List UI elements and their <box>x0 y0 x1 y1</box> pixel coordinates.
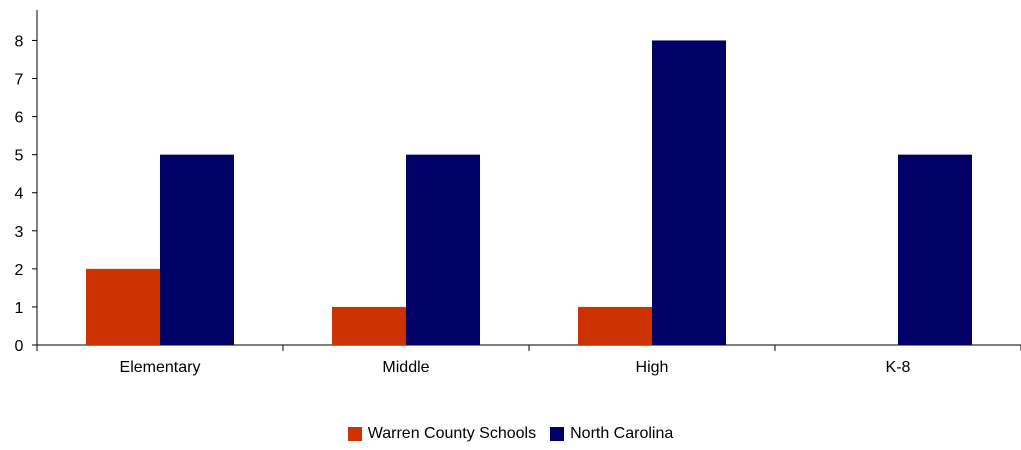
x-tick-label: High <box>636 359 669 376</box>
y-tick-label: 8 <box>15 33 24 50</box>
legend: Warren County Schools North Carolina <box>0 425 1021 443</box>
legend-item-nc: North Carolina <box>550 425 673 443</box>
y-axis-ticks: 0 1 2 3 4 5 6 7 8 <box>15 33 37 355</box>
bar-nc-elementary <box>160 154 234 345</box>
bar-warren-middle <box>332 306 406 345</box>
legend-label-nc: North Carolina <box>570 425 674 442</box>
legend-item-warren: Warren County Schools <box>347 425 537 443</box>
y-tick-label: 0 <box>15 338 24 355</box>
legend-label-warren: Warren County Schools <box>367 425 537 442</box>
x-tick-label: Middle <box>382 359 429 376</box>
bar-warren-high <box>578 306 652 345</box>
y-tick-label: 3 <box>15 224 24 241</box>
y-tick-label: 6 <box>15 110 24 127</box>
y-tick-label: 5 <box>15 148 24 165</box>
x-tick-label: Elementary <box>120 359 201 376</box>
bar-chart: 0 1 2 3 4 5 6 7 8 Elementary Middle High K-8 <box>15 10 1021 376</box>
bars <box>86 40 972 346</box>
y-tick-label: 4 <box>15 186 24 203</box>
legend-swatch-warren <box>347 427 362 441</box>
bar-warren-elementary <box>86 268 160 345</box>
y-tick-label: 1 <box>15 300 24 317</box>
bar-nc-middle <box>406 154 480 345</box>
x-tick-label: K-8 <box>886 359 911 376</box>
legend-swatch-nc <box>550 427 565 441</box>
x-axis-ticks: Elementary Middle High K-8 <box>36 345 1021 376</box>
bar-nc-high <box>652 40 726 346</box>
y-tick-label: 7 <box>15 72 24 89</box>
y-tick-label: 2 <box>15 262 24 279</box>
bar-nc-k-8 <box>898 154 972 345</box>
